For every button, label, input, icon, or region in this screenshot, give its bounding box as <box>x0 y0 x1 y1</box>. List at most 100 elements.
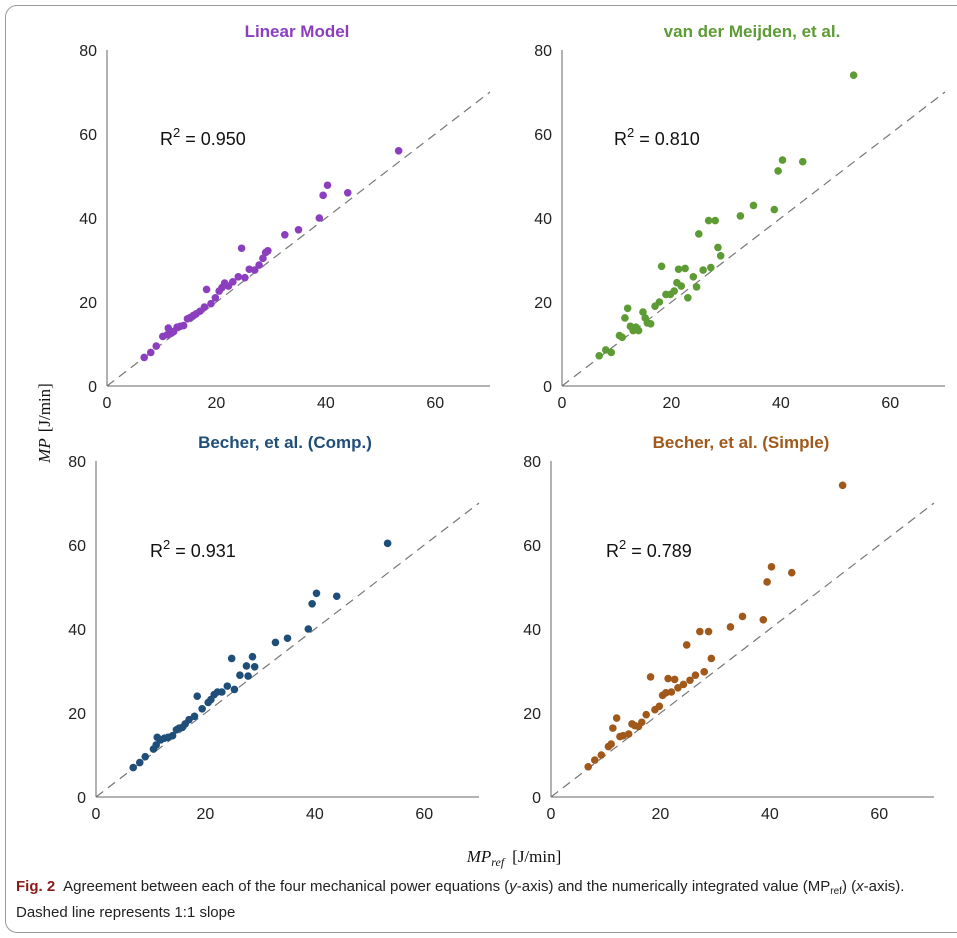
data-point <box>684 294 692 302</box>
y-tick-label: 0 <box>77 790 86 807</box>
data-point <box>198 705 206 713</box>
y-tick-label: 0 <box>532 790 541 807</box>
y-tick-label: 40 <box>79 211 97 228</box>
data-point <box>670 287 678 295</box>
scatter-panel: 0 20 40 60 0 20 40 60 80 Becher, et al. (Simple) R… <box>523 433 935 823</box>
data-point <box>244 672 252 680</box>
y-tick-label: 20 <box>534 295 552 312</box>
data-point <box>264 246 272 255</box>
data-point <box>686 676 694 685</box>
data-point <box>621 314 629 322</box>
data-point <box>241 273 249 282</box>
data-point <box>849 71 858 79</box>
data-point <box>323 181 332 190</box>
y-tick-label: 20 <box>79 295 97 312</box>
y-tick-label: 20 <box>68 706 86 723</box>
data-point <box>770 205 779 214</box>
data-point <box>294 225 303 234</box>
data-point <box>281 231 289 239</box>
data-point <box>787 568 796 577</box>
data-point <box>696 627 704 636</box>
caption-text-2: -axis) and the numerically integrated va… <box>516 878 831 895</box>
caption-text-3: ) ( <box>841 878 857 895</box>
data-point <box>667 688 676 696</box>
data-point <box>692 283 701 291</box>
data-point <box>657 262 666 271</box>
data-point <box>129 763 138 772</box>
y-tick-label: 40 <box>534 211 552 228</box>
y-tick-label: 60 <box>68 538 86 555</box>
x-tick-label: 60 <box>426 395 444 412</box>
y-axis-label: MP[J/min] <box>35 383 54 464</box>
data-point <box>646 673 655 681</box>
panel-title: Becher, et al. (Simple) <box>653 433 830 452</box>
data-point <box>607 348 616 357</box>
data-point <box>283 634 292 643</box>
data-point <box>200 303 209 311</box>
y-tick-label: 20 <box>523 706 541 723</box>
x-tick-label: 0 <box>547 806 556 823</box>
data-point <box>767 563 776 571</box>
data-point <box>152 741 160 749</box>
identity-line <box>95 502 480 798</box>
data-point <box>691 671 700 679</box>
data-point <box>838 481 847 490</box>
data-point <box>193 692 202 700</box>
data-point <box>638 718 646 727</box>
data-point <box>190 712 199 721</box>
data-point <box>202 285 211 294</box>
data-point <box>179 321 188 330</box>
data-point <box>716 252 725 260</box>
data-point <box>332 592 341 601</box>
data-point <box>319 191 327 200</box>
y-tick-label: 80 <box>523 454 541 471</box>
data-point <box>609 724 617 732</box>
x-tick-label: 40 <box>317 395 335 412</box>
caption-text-1: Agreement between each of the four mecha… <box>63 878 510 895</box>
data-point <box>679 680 688 689</box>
y-tick-label: 80 <box>534 43 552 60</box>
data-point <box>763 578 771 586</box>
data-point <box>682 641 691 649</box>
identity-line <box>106 91 491 387</box>
data-point <box>394 147 403 155</box>
data-point <box>383 539 392 548</box>
data-point <box>738 612 747 621</box>
y-tick-label: 60 <box>79 127 97 144</box>
data-point <box>674 265 683 274</box>
data-point <box>677 282 686 290</box>
data-point <box>694 230 703 238</box>
y-tick-label: 80 <box>68 454 86 471</box>
data-point <box>271 638 280 647</box>
data-point <box>595 351 604 360</box>
data-point <box>255 261 263 269</box>
data-point <box>230 685 239 694</box>
r-squared-label: R2 = 0.789 <box>606 537 692 561</box>
data-point <box>634 326 643 335</box>
data-point <box>590 756 599 764</box>
caption-text-4: -axis). Dashed line represents 1:1 slope <box>16 878 905 921</box>
y-tick-label: 0 <box>543 379 552 396</box>
data-point <box>655 702 664 711</box>
data-point <box>597 751 606 759</box>
data-point <box>308 600 316 608</box>
caption-subscript: ref <box>830 886 842 897</box>
r-squared-label: R2 = 0.950 <box>160 125 246 149</box>
x-tick-label: 20 <box>663 395 681 412</box>
data-point <box>689 273 698 281</box>
data-point <box>135 758 144 767</box>
x-tick-label: 0 <box>103 395 112 412</box>
x-tick-label: 60 <box>870 806 888 823</box>
data-point <box>639 308 647 316</box>
data-point <box>699 266 707 274</box>
x-tick-label: 20 <box>208 395 226 412</box>
data-point <box>681 264 689 273</box>
y-tick-label: 40 <box>68 622 86 639</box>
r-squared-label: R2 = 0.931 <box>150 537 236 561</box>
x-tick-label: 0 <box>92 806 101 823</box>
r-squared-label: R2 = 0.810 <box>614 125 700 149</box>
data-point <box>646 320 655 328</box>
data-point <box>736 212 745 220</box>
y-tick-label: 80 <box>79 43 97 60</box>
data-point <box>237 244 246 253</box>
